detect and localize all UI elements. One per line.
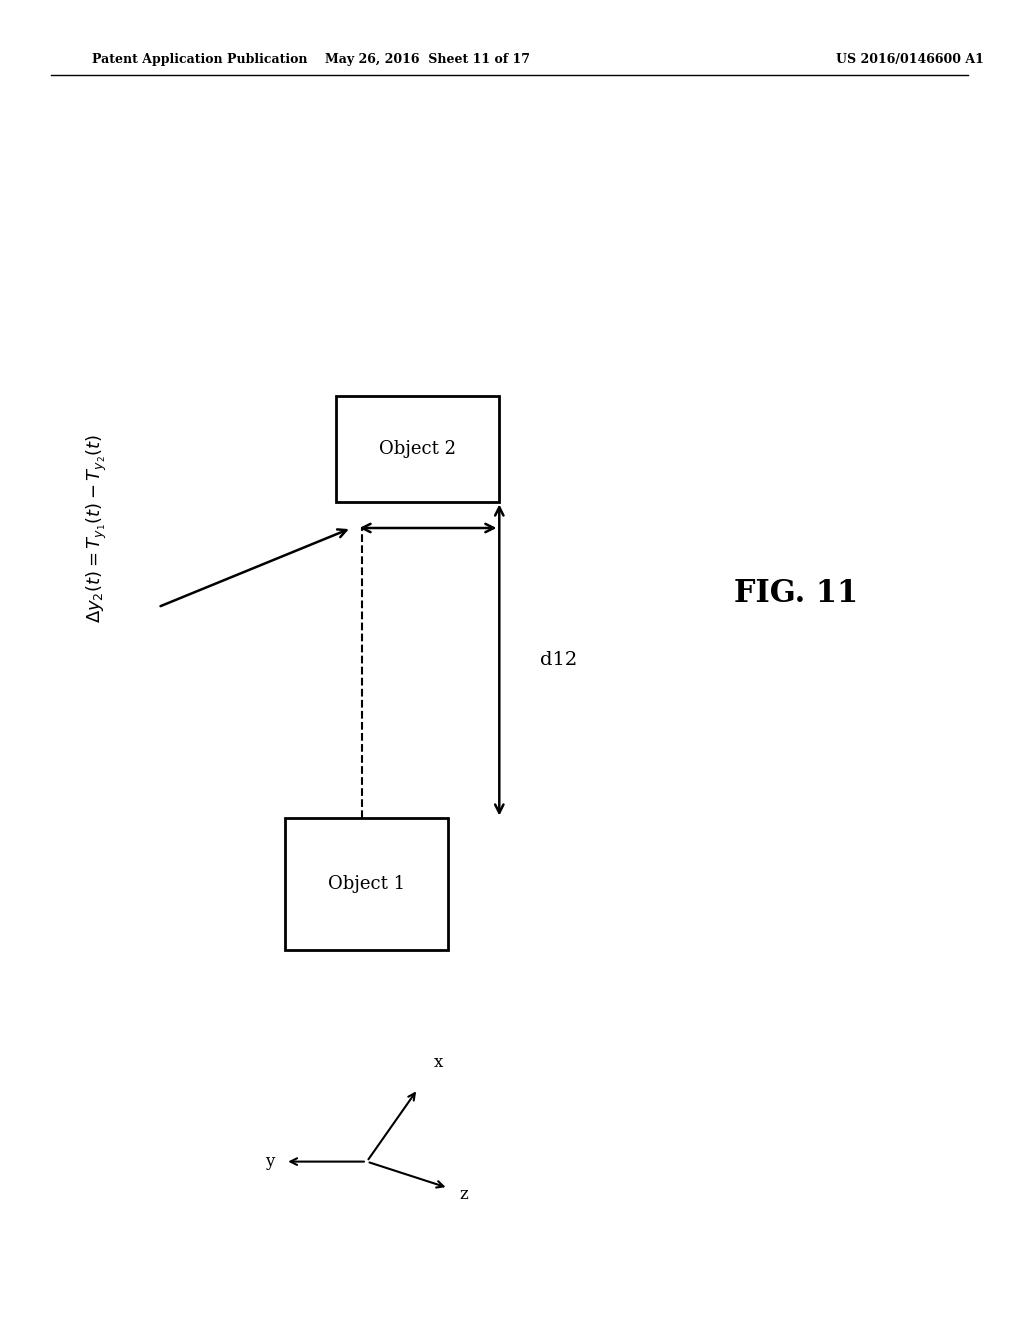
- FancyBboxPatch shape: [336, 396, 500, 502]
- Text: FIG. 11: FIG. 11: [733, 578, 858, 610]
- Text: Object 1: Object 1: [329, 875, 406, 894]
- Text: Patent Application Publication: Patent Application Publication: [92, 53, 307, 66]
- FancyBboxPatch shape: [286, 818, 449, 950]
- Text: x: x: [433, 1055, 442, 1071]
- Text: US 2016/0146600 A1: US 2016/0146600 A1: [836, 53, 983, 66]
- Text: d12: d12: [540, 651, 578, 669]
- Text: May 26, 2016  Sheet 11 of 17: May 26, 2016 Sheet 11 of 17: [326, 53, 530, 66]
- Text: z: z: [459, 1187, 468, 1203]
- Text: y: y: [265, 1154, 274, 1170]
- Text: $\Delta y_2(t)=T_{y_1}(t)-T_{y_2}(t)$: $\Delta y_2(t)=T_{y_1}(t)-T_{y_2}(t)$: [85, 433, 109, 623]
- Text: Object 2: Object 2: [379, 440, 457, 458]
